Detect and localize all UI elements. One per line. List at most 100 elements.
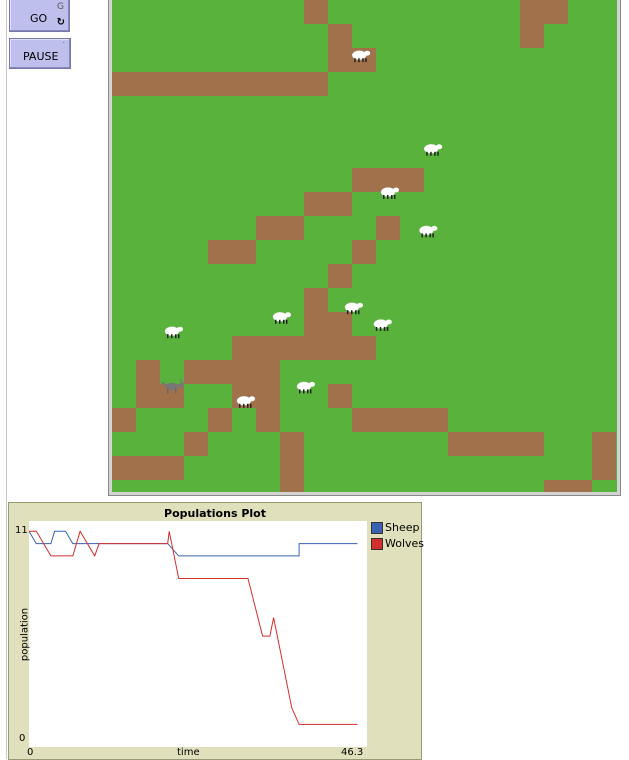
dirt-patch <box>208 408 232 432</box>
dirt-patch <box>352 408 376 432</box>
go-button[interactable]: GO G ↻ <box>9 0 70 32</box>
dirt-patch <box>160 72 184 96</box>
x-axis-label: time <box>177 747 200 758</box>
dirt-patch <box>232 360 256 384</box>
sheep-agent <box>236 396 255 408</box>
dirt-patch <box>280 216 304 240</box>
dirt-patch <box>544 0 568 24</box>
dirt-patch <box>280 480 304 492</box>
dirt-patch <box>232 240 256 264</box>
dirt-patch <box>280 432 304 456</box>
dirt-patch <box>520 24 544 48</box>
x-axis-min: 0 <box>27 747 34 758</box>
dirt-patch <box>520 0 544 24</box>
dirt-patch <box>568 480 592 492</box>
y-axis-max: 11 <box>15 525 28 536</box>
dirt-patch <box>280 456 304 480</box>
dirt-patch <box>304 192 328 216</box>
dirt-patch <box>256 384 280 408</box>
pause-button-label: PAUSE <box>23 50 59 63</box>
series-line-sheep <box>29 530 358 557</box>
dirt-patch <box>304 288 328 312</box>
dirt-patch <box>184 432 208 456</box>
interface-panel <box>0 0 7 759</box>
dirt-patch <box>328 192 352 216</box>
dirt-patch <box>328 384 352 408</box>
dirt-patch <box>424 408 448 432</box>
world-view[interactable] <box>112 0 617 492</box>
dirt-patch <box>112 72 136 96</box>
dirt-patch <box>208 360 232 384</box>
dirt-patch <box>304 312 328 336</box>
sheep-agent <box>272 312 291 324</box>
dirt-patch <box>352 168 376 192</box>
dirt-patch <box>376 408 400 432</box>
dirt-patch <box>256 72 280 96</box>
legend-swatch-wolves <box>371 538 383 550</box>
pause-shortcut-key: ˙ <box>61 42 67 52</box>
legend-label-sheep: Sheep <box>385 521 420 534</box>
populations-plot: Populations Plot 11 0 0 46.3 time popula… <box>8 502 425 760</box>
y-axis-min: 0 <box>19 733 26 744</box>
dirt-patch <box>544 480 568 492</box>
y-axis-label: population <box>19 607 31 662</box>
dirt-patch <box>112 456 136 480</box>
sheep-agent <box>423 144 443 156</box>
dirt-patch <box>328 336 352 360</box>
dirt-patch <box>352 240 376 264</box>
sheep-agent <box>419 225 438 238</box>
go-button-label: GO <box>30 12 48 25</box>
dirt-patch <box>136 384 160 408</box>
sheep-agent <box>296 381 315 394</box>
dirt-patch <box>472 432 496 456</box>
forever-loop-icon: ↻ <box>56 17 65 28</box>
dirt-patch <box>448 432 472 456</box>
sheep-agent <box>344 302 363 315</box>
dirt-patch <box>496 432 520 456</box>
dirt-patch <box>208 72 232 96</box>
series-line-wolves <box>29 530 358 725</box>
dirt-patch <box>304 336 328 360</box>
x-axis-max: 46.3 <box>341 747 364 758</box>
legend-label-wolves: Wolves <box>385 537 425 550</box>
dirt-patch <box>184 360 208 384</box>
dirt-patch <box>400 168 424 192</box>
dirt-patch <box>304 0 328 24</box>
dirt-patch <box>256 408 280 432</box>
dirt-patch <box>136 360 160 384</box>
dirt-patch <box>520 432 544 456</box>
dirt-patch <box>328 48 352 72</box>
dirt-patch <box>352 336 376 360</box>
plot-title: Populations Plot <box>164 507 266 520</box>
dirt-patch <box>328 264 352 288</box>
dirt-patch <box>112 408 136 432</box>
dirt-patch <box>136 72 160 96</box>
dirt-patch <box>400 408 424 432</box>
dirt-patch <box>592 432 616 456</box>
sheep-agent <box>351 50 371 63</box>
sheep-agent <box>164 326 183 339</box>
dirt-patch <box>280 336 304 360</box>
wolf-agent <box>161 377 184 394</box>
plot-canvas <box>29 530 358 725</box>
dirt-patch <box>376 216 400 240</box>
dirt-patch <box>256 360 280 384</box>
dirt-patch <box>328 24 352 48</box>
dirt-patch <box>184 72 208 96</box>
dirt-patch <box>304 72 328 96</box>
dirt-patch <box>592 456 616 480</box>
go-shortcut-key: G <box>57 2 64 12</box>
dirt-patch <box>136 456 160 480</box>
dirt-patch <box>280 72 304 96</box>
dirt-patch <box>208 240 232 264</box>
dirt-patch <box>256 336 280 360</box>
dirt-patch <box>256 216 280 240</box>
pause-button[interactable]: PAUSE ˙ <box>9 38 71 69</box>
sheep-agent <box>373 319 392 331</box>
dirt-patch <box>328 312 352 336</box>
sheep-agent <box>380 187 399 199</box>
plot-area <box>29 521 367 747</box>
legend-swatch-sheep <box>371 522 383 534</box>
dirt-patch <box>232 336 256 360</box>
dirt-patch <box>160 456 184 480</box>
